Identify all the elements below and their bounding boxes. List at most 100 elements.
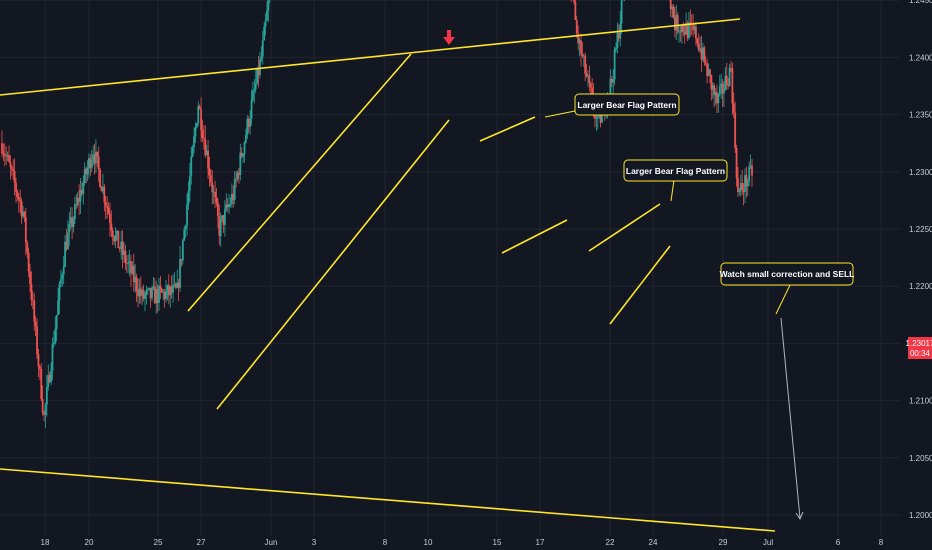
candle-body	[263, 26, 266, 41]
y-tick-label: 1.23000	[909, 168, 932, 177]
candle-body	[130, 261, 132, 274]
candle-body	[37, 354, 40, 367]
callout-bear-flag-1: Larger Bear Flag Pattern	[544, 93, 680, 118]
candle-body	[582, 55, 585, 57]
candle-body	[256, 67, 259, 84]
candle-body	[231, 193, 233, 204]
candle-body	[214, 191, 216, 198]
candle-body	[92, 154, 95, 160]
candle-body	[731, 68, 734, 104]
candle-body	[183, 229, 186, 241]
candle-body	[212, 191, 215, 193]
candle-body	[104, 202, 107, 206]
time-axis[interactable]: 18 20 25 27 Jun 3 8 10 15 17 22 24 29 Jul 6 8	[41, 538, 884, 547]
candle-body	[149, 287, 152, 299]
candle-body	[236, 172, 239, 179]
candle-body	[106, 205, 109, 208]
candle-body	[158, 285, 160, 303]
candle-body	[704, 62, 707, 64]
x-tick-label: 8	[383, 538, 388, 547]
x-tick-label: 20	[85, 538, 94, 547]
candle-body	[141, 289, 144, 296]
rally-channel-lower	[216, 119, 450, 410]
candle-body	[75, 204, 78, 205]
callout-watch-sell-text: Watch small correction and SELL	[720, 269, 855, 279]
candle-body	[246, 119, 249, 135]
candle-body	[612, 79, 615, 83]
candle-body	[580, 40, 582, 54]
candle-body	[211, 182, 214, 193]
candle-body	[16, 191, 19, 197]
candle-body	[1, 143, 3, 154]
candle-body	[678, 31, 681, 33]
candle-body	[113, 236, 116, 242]
candle-body	[595, 117, 598, 119]
candle-body	[744, 175, 746, 193]
candle-body	[225, 204, 228, 209]
candle-body	[13, 171, 16, 183]
x-tick-label: 27	[197, 538, 206, 547]
candle-body	[155, 288, 158, 304]
candle-body	[181, 240, 184, 261]
candle-body	[730, 67, 732, 69]
candle-body	[110, 223, 113, 231]
candle-body	[100, 187, 103, 192]
flag2-upper	[588, 203, 661, 252]
candle-body	[609, 78, 612, 95]
candle-body	[250, 100, 253, 119]
candle-body	[151, 287, 153, 299]
candle-body	[723, 89, 725, 94]
candle-body	[120, 241, 123, 250]
candle-body	[174, 283, 177, 288]
candle-body	[160, 288, 163, 293]
candle-body	[144, 295, 146, 299]
x-tick-label: 22	[606, 538, 615, 547]
candle-body	[229, 203, 232, 205]
candle-body	[264, 20, 267, 27]
candle-body	[89, 158, 92, 169]
candle-body	[118, 247, 121, 250]
x-tick-label: 25	[154, 538, 163, 547]
candle-body	[145, 290, 148, 296]
lower-channel-line	[0, 468, 776, 532]
candle-body	[48, 375, 51, 383]
candle-body	[166, 285, 169, 292]
candle-body	[170, 286, 173, 293]
candle-body	[57, 300, 59, 316]
candle-body	[711, 85, 714, 90]
candle-body	[93, 154, 96, 164]
callout-bear-flag-2-text: Larger Bear Flag Pattern	[626, 166, 725, 176]
candle-body	[123, 250, 125, 255]
candle-body	[55, 315, 58, 329]
candle-body	[695, 26, 697, 39]
candle-body	[22, 211, 24, 217]
candle-body	[261, 40, 264, 57]
candle-body	[125, 263, 128, 264]
candle-body	[121, 241, 124, 255]
candle-body	[191, 147, 194, 157]
candle-body	[240, 152, 243, 157]
candle-body	[591, 87, 594, 95]
candle-body	[169, 286, 172, 296]
candle-body	[221, 215, 223, 220]
candle-body	[66, 232, 69, 250]
candle-body	[588, 75, 591, 84]
candle-body	[725, 75, 728, 85]
candle-body	[673, 17, 676, 31]
candle-body	[142, 289, 145, 299]
candle-body	[702, 47, 704, 60]
countdown-label: 00:34	[910, 349, 931, 358]
candle-body	[29, 271, 31, 284]
candle-body	[737, 177, 739, 193]
x-tick-label: 24	[649, 538, 658, 547]
candle-body	[3, 153, 6, 156]
candle-body	[732, 103, 735, 113]
candle-body	[173, 283, 176, 286]
candle-body	[43, 412, 45, 416]
candle-body	[139, 288, 142, 296]
candle-body	[596, 116, 599, 118]
candle-body	[27, 252, 30, 272]
candle-body	[707, 69, 710, 76]
x-tick-label: 10	[424, 538, 433, 547]
candle-body	[8, 154, 10, 162]
